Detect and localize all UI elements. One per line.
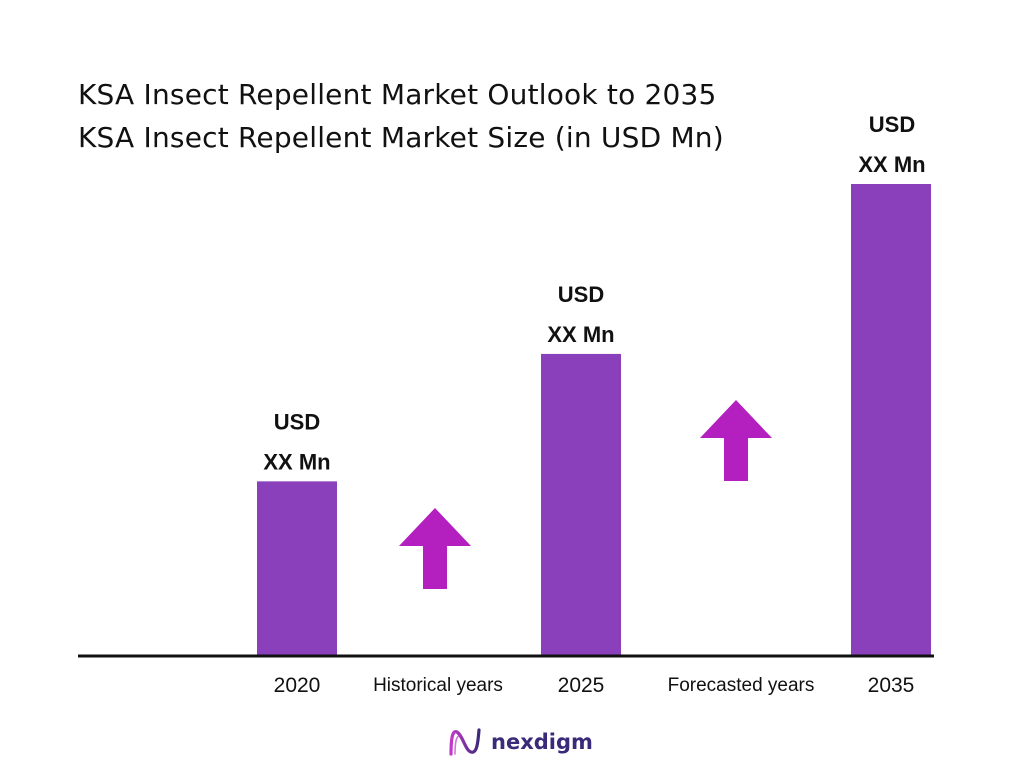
x-tick-label-2020: 2020 bbox=[274, 674, 321, 697]
x-tick-label-2035: 2035 bbox=[868, 674, 915, 697]
growth-arrow-historical bbox=[399, 508, 471, 589]
chart-subtitle: KSA Insect Repellent Market Size (in USD… bbox=[78, 121, 724, 154]
bar-value-label-2035-1: USD bbox=[869, 112, 915, 137]
bar-value-label-2035-2: XX Mn bbox=[858, 152, 925, 177]
brand-name: nexdigm bbox=[491, 730, 593, 754]
period-label-1: Historical years bbox=[373, 675, 503, 696]
bar-2025 bbox=[541, 353, 621, 656]
x-tick-label-2025: 2025 bbox=[558, 674, 605, 697]
bar-2020 bbox=[257, 481, 337, 656]
brand-logo: nexdigm bbox=[445, 724, 593, 760]
chart-title: KSA Insect Repellent Market Outlook to 2… bbox=[78, 78, 717, 111]
bar-value-label-2020-2: XX Mn bbox=[263, 449, 330, 474]
bar-2035 bbox=[851, 184, 931, 656]
nexdigm-logo-icon bbox=[449, 728, 481, 756]
bar-value-label-2025-2: XX Mn bbox=[547, 322, 614, 347]
bar-value-label-2020-1: USD bbox=[274, 409, 320, 434]
bar-value-label-2025-1: USD bbox=[558, 282, 604, 307]
period-label-2: Forecasted years bbox=[668, 675, 815, 696]
growth-arrow-forecast bbox=[700, 400, 772, 481]
